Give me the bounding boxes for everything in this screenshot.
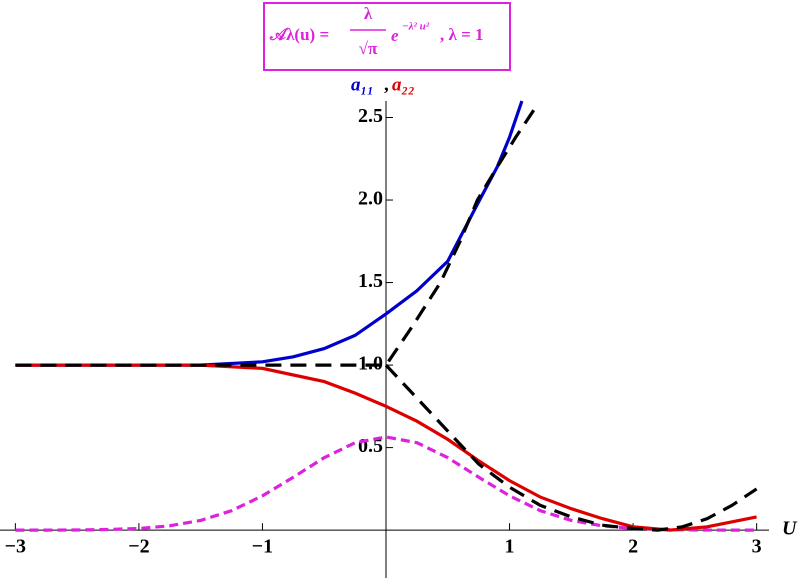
title-base: e [391, 26, 399, 45]
series-line [15, 108, 536, 367]
legend-entry: a₂₂ [392, 74, 415, 95]
title-numerator: λ [364, 4, 373, 23]
title-exponent: −λ² u² [402, 21, 430, 33]
series-line [15, 100, 524, 367]
x-tick-label: −3 [5, 536, 26, 558]
legend-separator: , [384, 74, 389, 95]
y-tick-label: 2.0 [358, 188, 383, 210]
title-tail: , λ = 1 [440, 25, 484, 44]
title-lhs: 𝒜λ(u) = [269, 25, 329, 44]
x-tick-label: 2 [628, 536, 638, 558]
y-tick-label: 2.5 [358, 105, 383, 127]
x-tick-label: −1 [252, 536, 273, 558]
series-line [384, 364, 758, 532]
title-box [263, 2, 511, 71]
y-tick-label: 1.5 [358, 270, 383, 292]
x-tick-label: 1 [505, 536, 515, 558]
x-tick-label: −2 [128, 536, 149, 558]
legend-entry: a₁₁ [351, 74, 374, 95]
x-tick-label: 3 [752, 536, 762, 558]
x-axis-label: U [782, 518, 798, 540]
title-denominator: √π [359, 39, 378, 58]
